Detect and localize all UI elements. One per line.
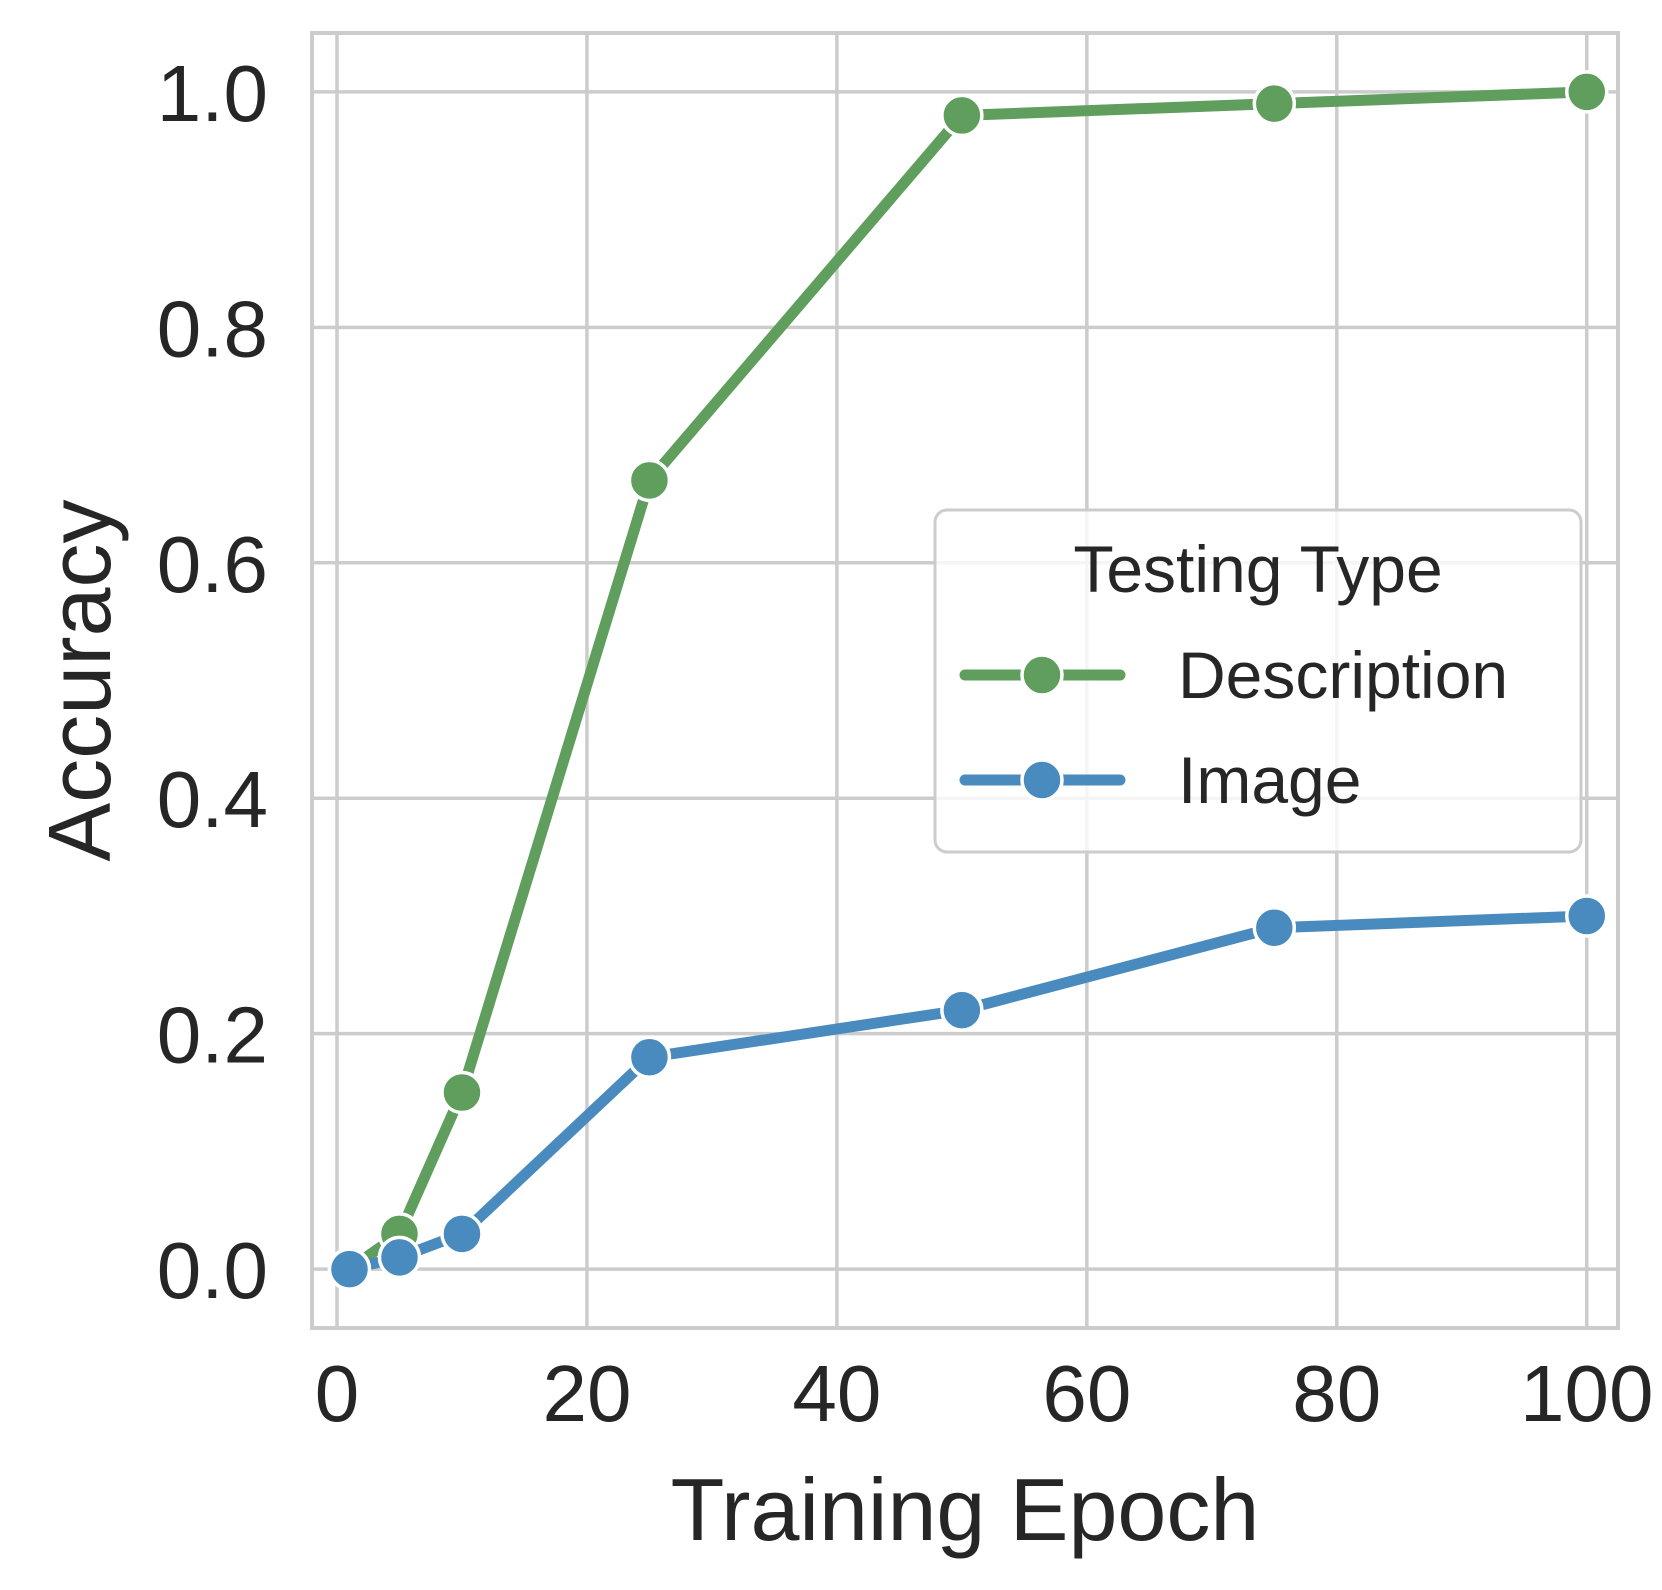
y-tick-label: 0.0 xyxy=(157,1226,268,1315)
y-tick-label: 0.8 xyxy=(157,284,268,373)
legend-title: Testing Type xyxy=(1073,532,1442,606)
y-tick-label: 0.6 xyxy=(157,520,268,609)
legend-entry-image: Image xyxy=(959,743,1361,817)
series-description xyxy=(327,70,1609,1291)
legend-swatch-marker xyxy=(1020,653,1064,697)
legend-label: Image xyxy=(1178,743,1361,817)
x-tick-label: 40 xyxy=(792,1349,881,1438)
y-tick-labels: 0.0 0.2 0.4 0.6 0.8 1.0 xyxy=(157,49,268,1315)
legend-swatch-marker xyxy=(1020,758,1064,802)
x-tick-labels: 0 20 40 60 80 100 xyxy=(315,1349,1654,1438)
data-point xyxy=(940,988,984,1032)
plot-frame xyxy=(310,31,1620,1330)
x-axis-title: Training Epoch xyxy=(671,1460,1260,1559)
data-point xyxy=(627,458,672,503)
data-point xyxy=(440,1070,484,1115)
series-line xyxy=(343,910,1593,1275)
data-point xyxy=(627,1035,672,1079)
legend-label: Description xyxy=(1178,638,1508,712)
series-layer xyxy=(327,70,1609,1291)
data-point xyxy=(1252,81,1297,126)
series-image xyxy=(327,894,1609,1291)
y-axis-title: Accuracy xyxy=(30,500,129,862)
data-point xyxy=(440,1212,484,1256)
x-tick-label: 100 xyxy=(1520,1349,1653,1438)
data-point xyxy=(1565,70,1609,114)
x-tick-label: 20 xyxy=(542,1349,631,1438)
data-point xyxy=(1252,905,1297,950)
x-tick-label: 60 xyxy=(1042,1349,1131,1438)
y-tick-label: 1.0 xyxy=(157,49,268,138)
y-tick-label: 0.4 xyxy=(157,755,268,844)
legend-entries: Description Image xyxy=(959,638,1508,817)
data-point xyxy=(377,1235,422,1280)
data-point xyxy=(940,93,984,138)
legend: Testing Type Description Image xyxy=(933,508,1583,854)
legend-box xyxy=(933,508,1583,854)
x-tick-label: 80 xyxy=(1292,1349,1381,1438)
data-point xyxy=(1565,894,1609,938)
data-point xyxy=(327,1247,372,1291)
y-tick-label: 0.2 xyxy=(157,991,268,1080)
x-tick-label: 0 xyxy=(315,1349,360,1438)
legend-entry-description: Description xyxy=(959,638,1508,712)
